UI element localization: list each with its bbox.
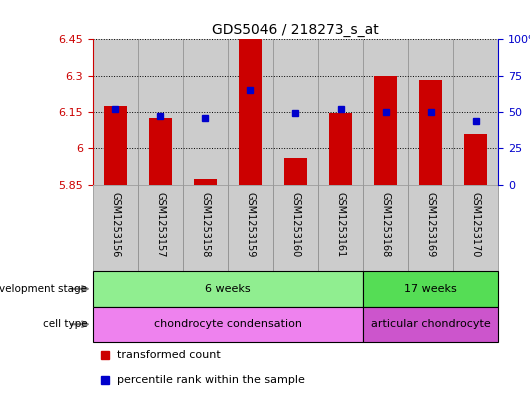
Bar: [239, 39, 262, 185]
Text: GSM1253156: GSM1253156: [110, 192, 120, 257]
Bar: [453, 39, 498, 185]
Text: GSM1253160: GSM1253160: [290, 192, 301, 257]
Text: transformed count: transformed count: [117, 350, 221, 360]
Bar: [93, 271, 363, 307]
Bar: [194, 179, 217, 185]
Bar: [408, 185, 453, 271]
Bar: [273, 39, 318, 185]
Text: GSM1253168: GSM1253168: [381, 192, 391, 257]
Text: chondrocyte condensation: chondrocyte condensation: [154, 319, 302, 329]
Bar: [183, 39, 228, 185]
Text: articular chondrocyte: articular chondrocyte: [371, 319, 490, 329]
Bar: [464, 134, 487, 185]
Bar: [408, 39, 453, 185]
Text: GSM1253161: GSM1253161: [335, 192, 346, 257]
Bar: [273, 185, 318, 271]
Text: development stage: development stage: [0, 284, 87, 294]
Text: GSM1253159: GSM1253159: [245, 192, 255, 257]
Bar: [228, 185, 273, 271]
Bar: [284, 158, 307, 185]
Text: GSM1253169: GSM1253169: [426, 192, 436, 257]
Bar: [93, 185, 138, 271]
Bar: [363, 185, 408, 271]
Text: cell type: cell type: [43, 319, 87, 329]
Bar: [228, 39, 273, 185]
Text: percentile rank within the sample: percentile rank within the sample: [117, 375, 305, 385]
Text: GSM1253158: GSM1253158: [200, 192, 210, 257]
Title: GDS5046 / 218273_s_at: GDS5046 / 218273_s_at: [212, 23, 379, 37]
Bar: [374, 75, 397, 185]
Bar: [363, 39, 408, 185]
Bar: [318, 39, 363, 185]
Bar: [318, 185, 363, 271]
Bar: [138, 39, 183, 185]
Bar: [104, 106, 127, 185]
Bar: [93, 39, 138, 185]
Bar: [149, 118, 172, 185]
Text: GSM1253170: GSM1253170: [471, 192, 481, 257]
Text: GSM1253157: GSM1253157: [155, 192, 165, 257]
Bar: [363, 307, 498, 342]
Text: 17 weeks: 17 weeks: [404, 284, 457, 294]
Bar: [453, 185, 498, 271]
Bar: [183, 185, 228, 271]
Bar: [419, 81, 442, 185]
Bar: [363, 271, 498, 307]
Bar: [93, 307, 363, 342]
Bar: [329, 113, 352, 185]
Text: 6 weeks: 6 weeks: [205, 284, 251, 294]
Bar: [138, 185, 183, 271]
